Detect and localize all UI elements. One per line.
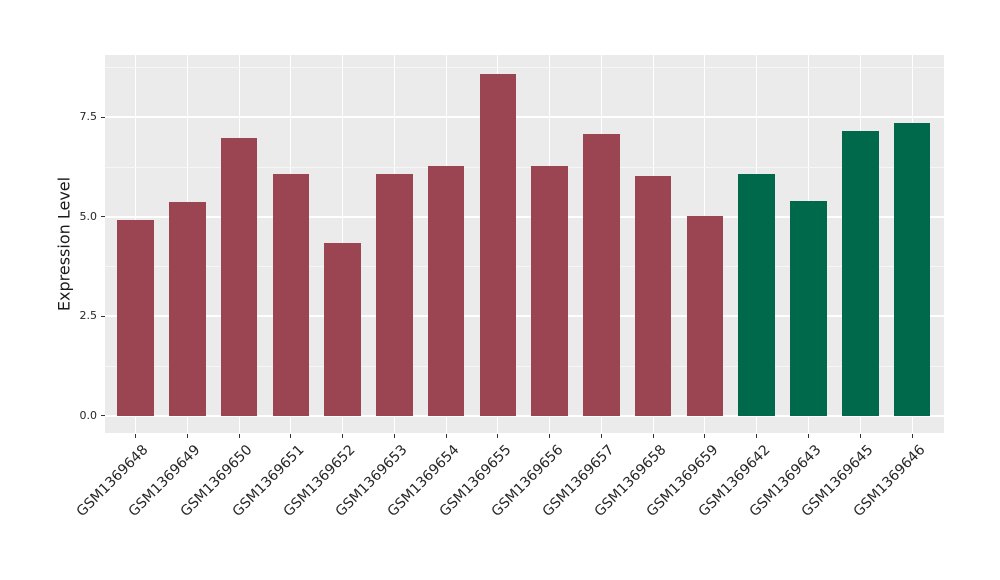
y-axis-tick bbox=[101, 315, 105, 317]
gridline-minor bbox=[105, 166, 944, 168]
bar-GSM1369646 bbox=[893, 122, 931, 416]
x-axis-tick bbox=[549, 434, 551, 438]
x-axis-tick bbox=[238, 434, 240, 438]
x-axis-tick bbox=[756, 434, 758, 438]
gridline-minor bbox=[105, 67, 944, 69]
bar-GSM1369658 bbox=[634, 175, 672, 416]
bar-GSM1369655 bbox=[479, 73, 517, 416]
bar-GSM1369645 bbox=[842, 130, 879, 416]
x-axis-tick bbox=[445, 434, 447, 438]
y-tick-label: 0.0 bbox=[79, 408, 98, 422]
bar-GSM1369657 bbox=[583, 134, 620, 416]
bar-GSM1369650 bbox=[220, 137, 258, 416]
y-axis-tick bbox=[101, 116, 105, 118]
x-axis-tick bbox=[704, 434, 706, 438]
x-axis-tick bbox=[342, 434, 344, 438]
y-axis-tick bbox=[101, 415, 105, 417]
gridline-minor bbox=[105, 266, 944, 268]
plot-panel bbox=[105, 55, 944, 433]
gridline-major bbox=[105, 315, 944, 318]
x-axis-tick bbox=[600, 434, 602, 438]
bar-GSM1369642 bbox=[738, 173, 775, 416]
gridline-minor bbox=[105, 365, 944, 367]
gridline-major bbox=[105, 215, 944, 218]
x-axis-tick bbox=[652, 434, 654, 438]
x-axis-tick bbox=[911, 434, 913, 438]
bar-GSM1369654 bbox=[427, 165, 465, 416]
gridline-major bbox=[105, 116, 944, 119]
bar-GSM1369648 bbox=[117, 220, 154, 416]
y-axis-tick bbox=[101, 216, 105, 218]
bar-GSM1369659 bbox=[686, 215, 724, 416]
gridline-major bbox=[105, 414, 944, 417]
y-tick-label: 7.5 bbox=[79, 110, 98, 124]
x-axis-tick bbox=[186, 434, 188, 438]
y-tick-label: 5.0 bbox=[79, 209, 98, 223]
bar-GSM1369653 bbox=[376, 173, 413, 416]
bar-GSM1369649 bbox=[169, 202, 206, 416]
x-axis-tick bbox=[808, 434, 809, 438]
bar-GSM1369656 bbox=[531, 166, 568, 416]
bar-GSM1369643 bbox=[790, 201, 827, 416]
bar-GSM1369651 bbox=[272, 173, 310, 416]
x-axis-tick bbox=[135, 434, 136, 438]
y-tick-label: 2.5 bbox=[79, 309, 98, 323]
bar-GSM1369652 bbox=[324, 242, 361, 416]
x-axis-tick bbox=[290, 434, 292, 438]
x-axis-tick bbox=[859, 434, 861, 438]
y-axis-title: Expression Level bbox=[54, 176, 74, 312]
x-axis-tick bbox=[393, 434, 395, 438]
x-axis-tick bbox=[497, 434, 499, 438]
